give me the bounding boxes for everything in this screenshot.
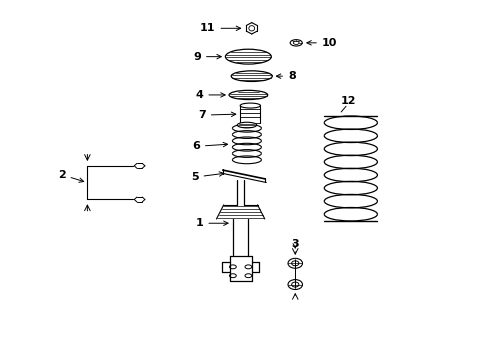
Text: 6: 6: [192, 141, 227, 151]
Text: 3: 3: [291, 239, 299, 249]
Text: 7: 7: [198, 110, 235, 120]
Text: 4: 4: [195, 90, 224, 100]
Text: 2: 2: [58, 170, 83, 182]
Text: 9: 9: [193, 51, 221, 62]
Ellipse shape: [237, 122, 256, 128]
Text: 10: 10: [306, 38, 337, 48]
Text: 1: 1: [195, 218, 227, 228]
Text: 11: 11: [200, 23, 240, 33]
Text: 8: 8: [276, 71, 295, 81]
Text: 12: 12: [340, 95, 355, 105]
Text: 5: 5: [190, 172, 224, 182]
